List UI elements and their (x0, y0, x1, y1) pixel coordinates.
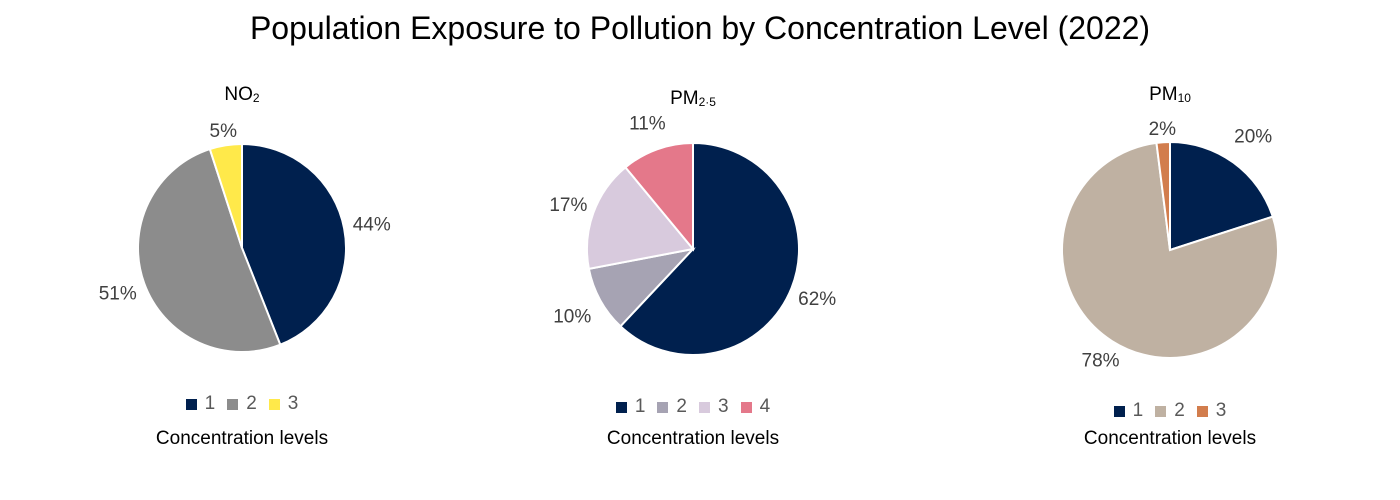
legend-swatch (227, 398, 239, 410)
legend-swatch (615, 401, 627, 413)
legend-swatch (268, 398, 280, 410)
legend-swatch (1113, 405, 1125, 417)
pie-slice-3 (1155, 140, 1171, 251)
data-label: 11% (629, 113, 666, 134)
legend-swatch (740, 401, 752, 413)
chart-title: Population Exposure to Pollution by Conc… (249, 10, 1151, 46)
data-label: 51% (99, 284, 137, 305)
data-label: 5% (210, 121, 238, 142)
legend-swatch (1196, 405, 1208, 417)
pie-slice-2 (137, 147, 282, 353)
pie-slice-1 (1169, 140, 1274, 252)
legend-item-4: 4 (740, 396, 771, 418)
pie-slice-2 (1061, 141, 1279, 359)
legend-item-3: 3 (268, 393, 299, 415)
legend-label: 3 (718, 396, 729, 417)
data-label: 20% (1234, 127, 1272, 148)
pie-title-main: PM (670, 88, 699, 109)
legend-label: 1 (1132, 400, 1144, 421)
pie-slice-1 (241, 142, 347, 346)
legend-label: 1 (204, 393, 216, 414)
pie-slice-4 (624, 141, 694, 252)
legend-item-1: 1 (615, 396, 646, 418)
legend-label: 4 (759, 396, 771, 417)
legend-label: 2 (1174, 400, 1185, 421)
pie-title: PM10 (1020, 84, 1320, 106)
data-label: 62% (798, 289, 836, 310)
legend-item-1: 1 (185, 393, 216, 415)
data-label: 44% (353, 214, 391, 235)
legend: 1 2 3 4 (543, 396, 843, 418)
legend-label: 3 (287, 393, 299, 414)
pie-title-subscript: 10 (1177, 91, 1191, 105)
legend-swatch (657, 401, 669, 413)
legend-item-3: 3 (1196, 400, 1227, 422)
pie-title-main: NO (224, 84, 253, 105)
legend-item-2: 2 (227, 393, 257, 415)
x-axis-label: Concentration levels (1083, 428, 1257, 449)
legend-swatch (699, 401, 710, 413)
legend-label: 1 (634, 396, 646, 417)
pie-title-subscript: 2 (252, 91, 260, 105)
pie-title: PM2·5 (543, 88, 843, 110)
legend-item-2: 2 (657, 396, 687, 418)
legend: 1 2 3 (92, 393, 392, 415)
pie-title-main: PM (1149, 84, 1178, 105)
x-axis-label: Concentration levels (606, 428, 780, 449)
pie-title-subscript: 2·5 (698, 95, 716, 109)
legend-item-1: 1 (1113, 400, 1144, 422)
x-axis-label: Concentration levels (155, 428, 329, 449)
data-label: 10% (553, 306, 591, 327)
pie-title: NO2 (92, 84, 392, 106)
legend-swatch (1155, 405, 1167, 417)
legend: 1 2 3 (1020, 400, 1320, 422)
legend-item-3: 3 (699, 396, 729, 418)
data-label: 17% (549, 195, 587, 216)
legend-swatch (185, 398, 197, 410)
legend-label: 2 (676, 396, 687, 417)
data-label: 78% (1082, 350, 1120, 371)
legend-label: 3 (1215, 400, 1227, 421)
pie-slice-3 (208, 142, 243, 249)
data-label: 2% (1149, 119, 1177, 140)
pie-slice-1 (619, 141, 800, 356)
legend-label: 2 (246, 393, 257, 414)
legend-item-2: 2 (1155, 400, 1185, 422)
pie-slice-3 (586, 165, 695, 271)
